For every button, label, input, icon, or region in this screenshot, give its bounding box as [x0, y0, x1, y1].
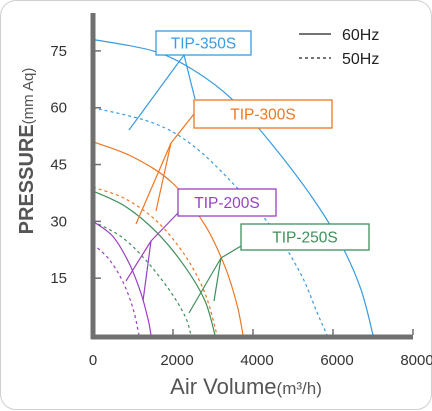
curve-tip-300s-60hz — [92, 141, 244, 336]
x-tick-label: 4000 — [240, 352, 273, 369]
curve-tip-250s-50hz — [92, 220, 192, 336]
y-tick-label: 75 — [50, 43, 67, 60]
y-tick-label: 45 — [50, 157, 67, 174]
callout-leader-tip-300s — [135, 142, 172, 225]
callout-leader-tip-250s — [220, 245, 242, 259]
callout-label-tip-300s: TIP-300S — [230, 107, 295, 124]
y-tick-label: 15 — [50, 270, 67, 287]
y-axis-title: PRESSURE(mm Aq) — [16, 68, 38, 235]
callout-leader-tip-200s — [142, 240, 152, 302]
x-axis-title: Air Volume(m³/h) — [170, 374, 322, 399]
callout-leader-tip-350s — [183, 54, 196, 100]
y-tick-label: 30 — [50, 213, 67, 230]
callout-leader-tip-300s — [155, 142, 172, 212]
callout-label-tip-200s: TIP-200S — [194, 195, 259, 212]
x-tick-label: 0 — [89, 352, 97, 369]
callout-leader-tip-350s — [128, 54, 185, 131]
curve-tip-350s-60hz — [92, 38, 374, 336]
callout-leader-tip-250s — [213, 257, 222, 302]
callout-leader-tip-250s — [188, 257, 222, 314]
callout-label-tip-250s: TIP-250S — [272, 230, 337, 247]
x-tick-label: 6000 — [320, 352, 353, 369]
callout-box-tip-200s — [177, 188, 277, 217]
y-tick-label: 60 — [50, 100, 67, 117]
callout-label-tip-350s: TIP-350S — [171, 36, 236, 53]
callout-box-tip-300s — [193, 99, 333, 129]
callout-box-tip-350s — [155, 30, 252, 56]
curve-tip-200s-50hz — [92, 243, 140, 336]
callout-leader-tip-200s — [150, 212, 179, 242]
x-tick-label: 2000 — [160, 352, 193, 369]
callout-leader-tip-200s — [125, 240, 152, 282]
callout-box-tip-250s — [240, 223, 370, 251]
curve-tip-250s-60hz — [92, 190, 216, 336]
legend-label-60hz: 60Hz — [342, 27, 379, 44]
legend-label-50hz: 50Hz — [342, 51, 379, 68]
curve-tip-200s-60hz — [92, 220, 152, 336]
curve-tip-300s-50hz — [92, 186, 218, 336]
curve-tip-350s-50hz — [92, 107, 328, 336]
x-tick-label: 8000 — [400, 352, 432, 369]
callout-leader-tip-300s — [170, 113, 195, 144]
